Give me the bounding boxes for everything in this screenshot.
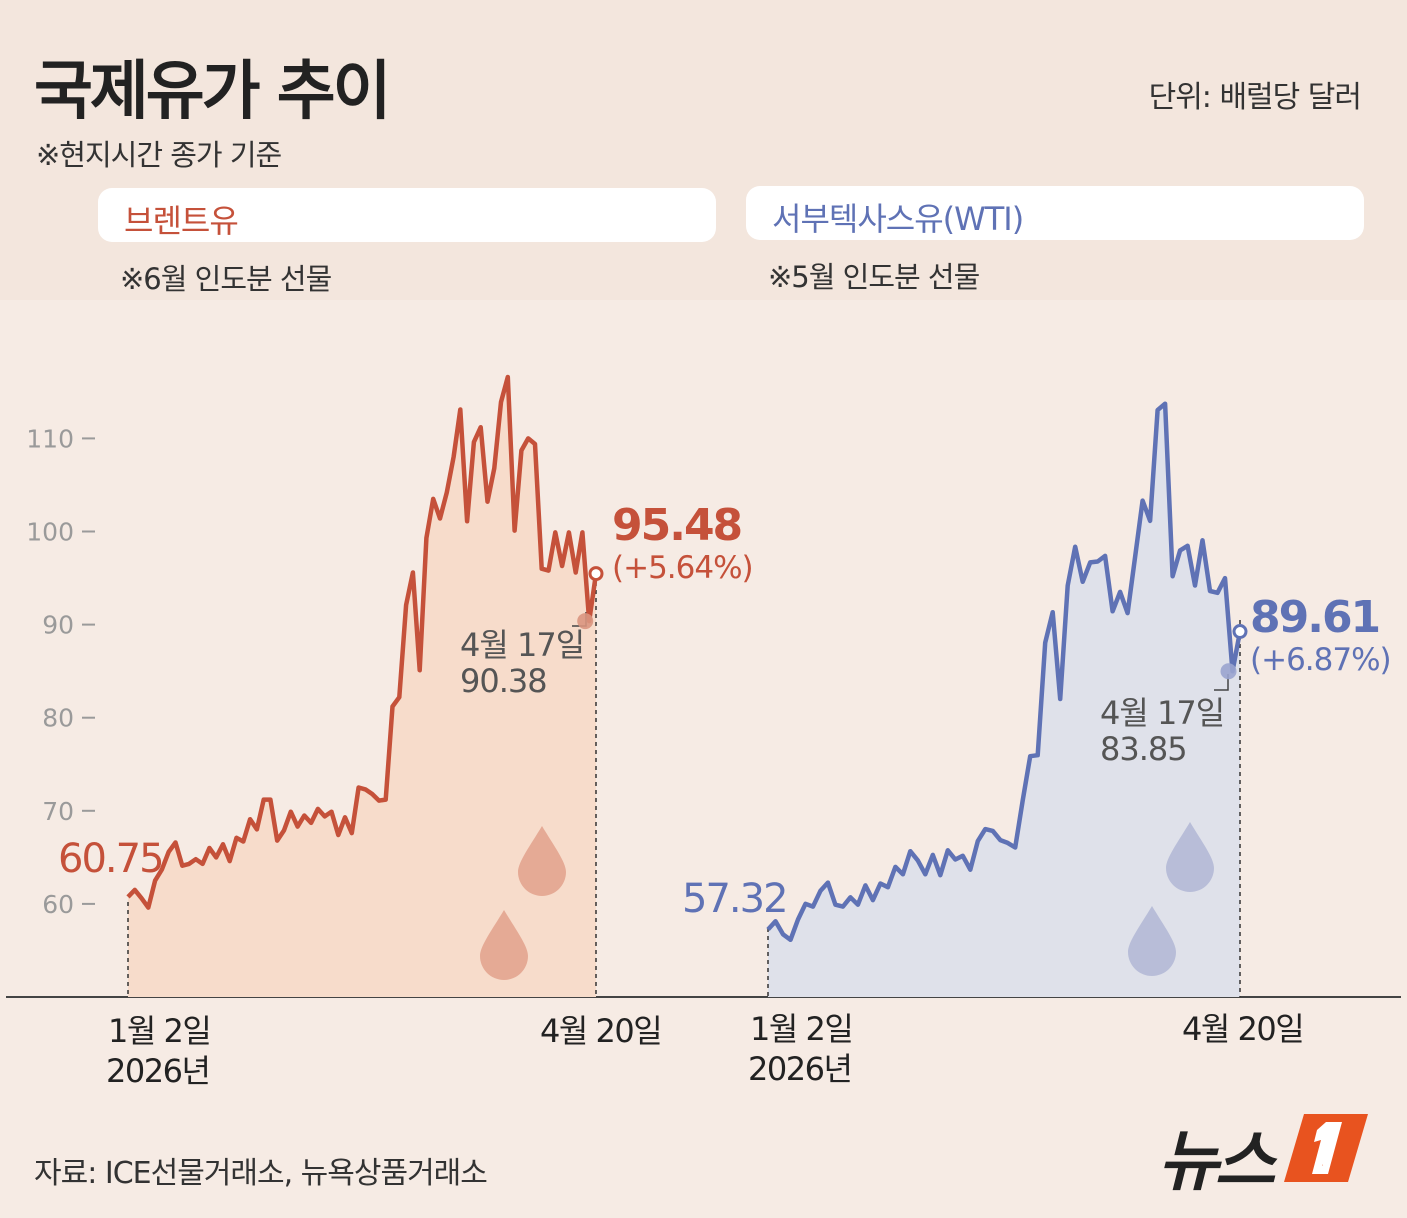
brent-start-date: 1월 2일 [108, 1012, 212, 1050]
wti-change: (+6.87%) [1250, 642, 1392, 678]
brent-end-point [588, 566, 604, 582]
oil-drop-icon [518, 826, 566, 896]
upper-background-band [0, 0, 1407, 300]
brent-note: ※6월 인도분 선물 [120, 262, 332, 296]
y-tick-label: 90 [42, 611, 74, 640]
y-tick-label: 80 [42, 704, 74, 733]
y-tick-label: 110 [26, 424, 74, 453]
brent-end-value: 95.48 [612, 500, 743, 551]
oil-drop-icon [1166, 822, 1214, 892]
brent-prev-value: 90.38 [460, 662, 548, 700]
y-tick-label: 100 [26, 518, 74, 547]
brent-title: 브렌트유 [124, 202, 239, 240]
brent-header: 브렌트유 [98, 188, 716, 242]
oil-drop-icon [1128, 906, 1176, 976]
wti-header: 서부텍사스유(WTI) [746, 186, 1364, 240]
unit-label: 단위: 배럴당 달러 [1148, 80, 1362, 115]
brent-start-value: 60.75 [58, 836, 165, 882]
wti-start-year: 2026년 [748, 1050, 853, 1088]
svg-text:1: 1 [1322, 1165, 1324, 1167]
wti-end-date: 4월 20일 [1182, 1010, 1305, 1048]
brent-prev-date: 4월 17일 [460, 626, 585, 664]
wti-start-date: 1월 2일 [750, 1010, 854, 1048]
wti-prev-date: 4월 17일 [1100, 694, 1225, 732]
wti-end-value: 89.61 [1250, 592, 1381, 643]
wti-prev-value: 83.85 [1100, 730, 1188, 768]
logo-text: 뉴스 [1158, 1123, 1275, 1200]
brent-change: (+5.64%) [612, 550, 754, 586]
y-tick-label: 60 [42, 890, 74, 919]
wti-end-point [1232, 624, 1248, 640]
page-subtitle: ※현지시간 종가 기준 [36, 138, 282, 172]
news1-logo: 뉴스 1 [1158, 1108, 1368, 1204]
wti-prev-point [1220, 663, 1237, 680]
wti-line [766, 401, 1243, 943]
source-note: 자료: ICE선물거래소, 뉴욕상품거래소 [34, 1156, 488, 1191]
oil-drop-icon [480, 910, 528, 980]
wti-start-value: 57.32 [682, 876, 789, 922]
page-title: 국제유가 추이 [34, 55, 392, 129]
brent-start-year: 2026년 [106, 1052, 211, 1090]
wti-prev-leader [1214, 674, 1229, 691]
brent-line [126, 374, 599, 910]
y-tick-label: 70 [42, 797, 74, 826]
brent-y-axis: 60 70 80 90 100 110 [26, 424, 95, 919]
wti-note: ※5월 인도분 선물 [768, 260, 980, 294]
brent-prev-point [577, 613, 594, 630]
brent-end-date: 4월 20일 [540, 1012, 663, 1050]
wti-title: 서부텍사스유(WTI) [772, 200, 1024, 238]
logo-mark-icon: 1 [1284, 1114, 1368, 1182]
wti-area [768, 403, 1240, 997]
